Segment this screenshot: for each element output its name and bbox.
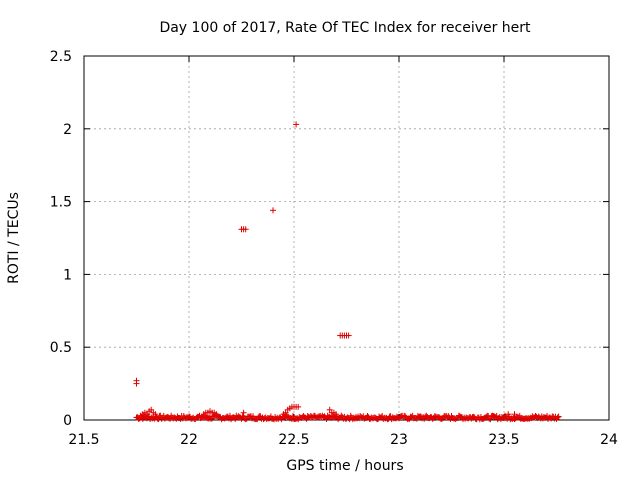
x-tick-label: 22.5 (278, 432, 309, 448)
x-axis-label: GPS time / hours (286, 458, 403, 474)
data-point (270, 207, 276, 214)
data-point (338, 412, 345, 419)
data-point (293, 121, 300, 128)
data-point (487, 416, 494, 423)
x-tick-label: 24 (600, 432, 618, 448)
data-point (133, 380, 140, 387)
x-tick-label: 23 (390, 432, 408, 448)
x-tick-label: 23.5 (488, 432, 519, 448)
data-point (213, 411, 220, 418)
y-tick-label: 2 (63, 122, 72, 138)
chart-title: Day 100 of 2017, Rate Of TEC Index for r… (159, 20, 531, 36)
data-point (295, 403, 302, 410)
y-tick-label: 0.5 (50, 340, 72, 356)
data-point (240, 409, 247, 416)
grid-lines (84, 56, 609, 420)
plot-frame (83, 55, 610, 421)
y-tick-label: 1 (63, 267, 72, 283)
data-point (345, 332, 352, 339)
y-tick-label: 0 (63, 413, 72, 429)
y-tick-label: 2.5 (50, 49, 72, 65)
data-point (555, 413, 562, 420)
data-point (505, 411, 512, 418)
data-point (242, 226, 249, 233)
x-tick-label: 21.5 (68, 432, 99, 448)
y-tick-label: 1.5 (50, 195, 72, 211)
x-tick-label: 22 (180, 432, 198, 448)
data-point (511, 411, 518, 418)
data-point (333, 411, 339, 418)
data-point (152, 411, 159, 418)
data-point (554, 414, 561, 421)
data-points (133, 121, 562, 423)
y-axis-label: ROTI / TECUs (6, 192, 22, 284)
